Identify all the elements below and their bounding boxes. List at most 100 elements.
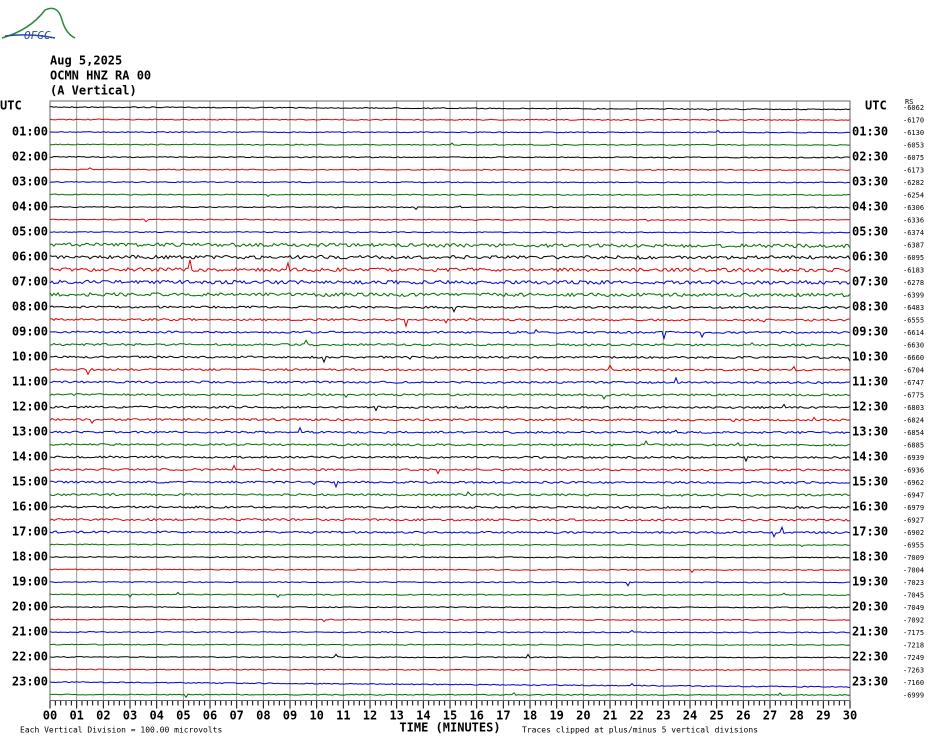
- x-tick-label: 07: [229, 709, 243, 723]
- trace: [49, 205, 851, 211]
- offset-label: -6775: [903, 392, 924, 400]
- left-time-label: 13:00: [12, 425, 48, 439]
- plot: [49, 100, 851, 709]
- right-time-label: 12:30: [852, 400, 888, 414]
- logo-mark: [1, 7, 76, 39]
- offset-label: -6999: [903, 692, 924, 700]
- trace: [49, 364, 851, 376]
- x-tick-label: 28: [789, 709, 803, 723]
- x-tick-label: 05: [176, 709, 190, 723]
- left-time-label: 19:00: [12, 575, 48, 589]
- right-time-label: 20:30: [852, 600, 888, 614]
- x-tick-label: 03: [123, 709, 137, 723]
- trace: [49, 355, 851, 364]
- trace: [49, 517, 851, 522]
- footer-right: Traces clipped at plus/minus 5 vertical …: [522, 726, 758, 735]
- right-time-label: 15:30: [852, 475, 888, 489]
- offset-label: -6555: [903, 317, 924, 325]
- trace: [49, 376, 851, 385]
- right-time-label: 07:30: [852, 275, 888, 289]
- left-time-label: 03:00: [12, 175, 48, 189]
- trace: [49, 426, 851, 435]
- offset-label: -6747: [903, 379, 924, 387]
- x-tick-label: 19: [549, 709, 563, 723]
- right-time-label: 23:30: [852, 675, 888, 689]
- offset-label: -6170: [903, 117, 924, 125]
- left-time-label: 11:00: [12, 375, 48, 389]
- left-time-label: 12:00: [12, 400, 48, 414]
- right-time-label: 10:30: [852, 350, 888, 364]
- offset-label: -6399: [903, 292, 924, 300]
- trace: [49, 605, 851, 609]
- offset-label: -7045: [903, 592, 924, 600]
- trace: [49, 629, 851, 634]
- trace: [49, 543, 851, 548]
- offset-label: -6704: [903, 367, 924, 375]
- trace: [49, 591, 851, 599]
- left-time-label: 10:00: [12, 350, 48, 364]
- left-time-label: 16:00: [12, 500, 48, 514]
- logo-swoosh: [4, 34, 56, 39]
- trace: [49, 279, 851, 285]
- trace: [49, 155, 851, 159]
- trace: [49, 180, 851, 184]
- trace: [49, 525, 851, 538]
- offset-label: -6062: [903, 104, 924, 112]
- trace: [49, 317, 851, 328]
- offset-label: -6927: [903, 517, 924, 525]
- offset-label: -6183: [903, 267, 924, 275]
- offset-label: -7160: [903, 679, 924, 687]
- offset-label: -6173: [903, 167, 924, 175]
- right-time-label: 18:30: [852, 550, 888, 564]
- offset-label: -6936: [903, 467, 924, 475]
- x-tick-label: 15: [443, 709, 457, 723]
- right-time-label: 01:30: [852, 125, 888, 139]
- trace: [49, 193, 851, 198]
- left-time-label: 09:00: [12, 325, 48, 339]
- right-time-label: 06:30: [852, 250, 888, 264]
- x-tick-label: 00: [43, 709, 57, 723]
- offset-label: -6803: [903, 404, 924, 412]
- right-time-label: 19:30: [852, 575, 888, 589]
- left-time-label: 01:00: [12, 125, 48, 139]
- left-time-label: 02:00: [12, 150, 48, 164]
- offset-label: -6254: [903, 192, 924, 200]
- trace: [49, 339, 851, 347]
- left-time-label: 04:00: [12, 200, 48, 214]
- left-time-label: 22:00: [12, 650, 48, 664]
- offset-label: -6614: [903, 329, 924, 337]
- right-time-label: 05:30: [852, 225, 888, 239]
- offset-label: -7023: [903, 579, 924, 587]
- x-tick-label: 02: [96, 709, 110, 723]
- x-tick-label: 29: [816, 709, 830, 723]
- trace: [50, 692, 851, 699]
- offset-label: -7092: [903, 617, 924, 625]
- offset-label: -6955: [903, 542, 924, 550]
- x-tick-label: 16: [469, 709, 483, 723]
- right-time-label: 21:30: [852, 625, 888, 639]
- offset-label: -6336: [903, 217, 924, 225]
- trace: [49, 618, 851, 623]
- x-tick-label: 09: [283, 709, 297, 723]
- offset-label: -6902: [903, 529, 924, 537]
- right-time-label: 08:30: [852, 300, 888, 314]
- trace: [50, 643, 851, 646]
- left-time-label: 18:00: [12, 550, 48, 564]
- offset-label: -6962: [903, 479, 924, 487]
- trace: [49, 129, 851, 134]
- right-time-label: 02:30: [852, 150, 888, 164]
- trace: [49, 416, 851, 425]
- left-time-label: 17:00: [12, 525, 48, 539]
- right-time-label: 14:30: [852, 450, 888, 464]
- footer-left: Each Vertical Division = 100.00 microvol…: [20, 726, 222, 735]
- right-time-label: 22:30: [852, 650, 888, 664]
- x-tick-label: 25: [709, 709, 723, 723]
- x-tick-label: 21: [603, 709, 617, 723]
- trace: [49, 259, 851, 273]
- right-time-label: 03:30: [852, 175, 888, 189]
- left-time-label: 05:00: [12, 225, 48, 239]
- left-time-label: 06:00: [12, 250, 48, 264]
- trace: [49, 668, 850, 671]
- x-tick-label: 22: [629, 709, 643, 723]
- x-tick-label: 18: [523, 709, 537, 723]
